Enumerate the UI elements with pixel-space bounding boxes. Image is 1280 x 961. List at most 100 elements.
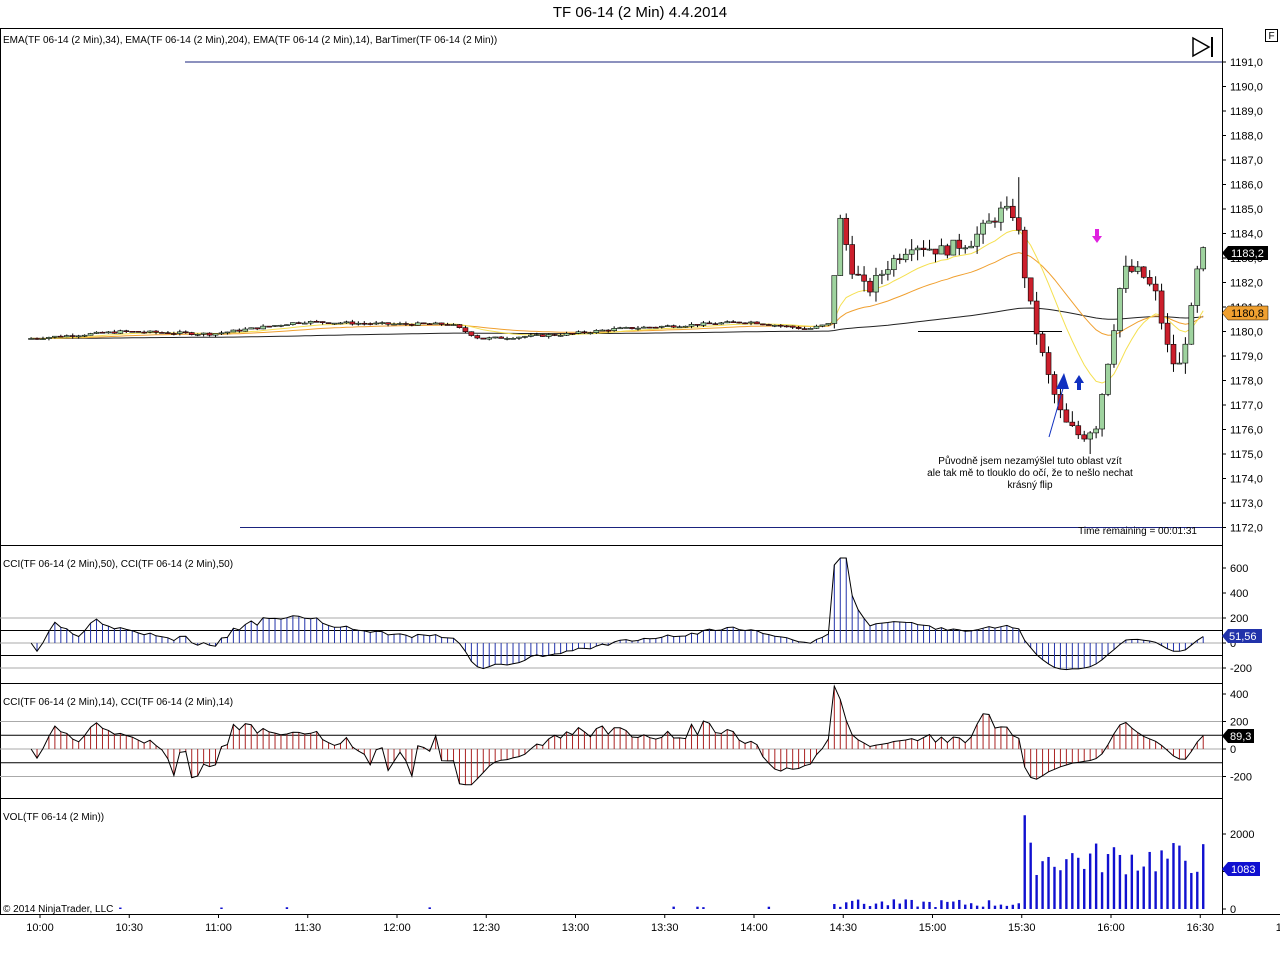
candle-body (587, 332, 594, 334)
candle-body (367, 323, 374, 325)
annotation-arrow-icon (1056, 373, 1069, 389)
candle-body (510, 337, 516, 340)
candle-body (849, 244, 855, 275)
volume-bar (987, 900, 991, 909)
candle-body (117, 330, 124, 334)
candle-body (200, 332, 207, 335)
volume-bar (850, 900, 854, 909)
skip-end-icon[interactable] (1192, 36, 1213, 58)
volume-bar (1148, 851, 1151, 909)
volume-tick-label: 0 (1230, 904, 1236, 916)
candle-body (962, 247, 969, 250)
candle-body (593, 330, 600, 333)
volume-badge: 1083 (1222, 862, 1260, 876)
price-panel-label: EMA(TF 06-14 (2 Min),34), EMA(TF 06-14 (… (3, 35, 497, 46)
candle-body (760, 323, 766, 326)
price-tick-label: 1190,0 (1230, 82, 1263, 94)
candle-body (1010, 205, 1016, 219)
volume-bar (119, 907, 122, 909)
candle-body (837, 217, 844, 276)
candle-body (1004, 205, 1010, 209)
ema204-line (31, 307, 1204, 339)
volume-bar (1106, 854, 1110, 909)
candle-body (718, 322, 725, 325)
candle-body (813, 325, 820, 329)
candle-body (534, 334, 540, 336)
candle-body (539, 334, 546, 337)
candle-body (254, 327, 260, 330)
candle-body (1164, 322, 1171, 345)
candle-body (599, 329, 606, 332)
candle-body (492, 336, 498, 339)
candle-body (819, 324, 826, 327)
annotation-line-2: ale tak mě to tlouklo do očí, že to nešl… (927, 468, 1133, 479)
candle-body (938, 245, 945, 255)
candle-body (670, 325, 677, 328)
price-tick-label: 1178,0 (1230, 376, 1263, 388)
candle-body (480, 337, 487, 340)
price-tick-label: 1184,0 (1230, 229, 1263, 241)
volume-bar (862, 903, 866, 909)
candle-body (218, 332, 225, 335)
volume-bar (1023, 815, 1026, 909)
candle-body (468, 331, 475, 336)
candle-body (777, 324, 784, 327)
cci50-tick-label: -200 (1230, 663, 1252, 675)
candle-body (879, 273, 885, 276)
candle-body (772, 324, 778, 327)
candle-body (605, 329, 612, 332)
corner-button[interactable] (1265, 29, 1278, 42)
candle-body (629, 327, 635, 330)
time-tick-label: 16:30 (1186, 922, 1214, 934)
volume-bar (1053, 866, 1056, 909)
candle-body (236, 329, 243, 332)
candle-body (224, 331, 231, 334)
time-tick-label: 11:30 (294, 922, 321, 934)
price-series (28, 177, 1207, 454)
candle-body (1069, 421, 1076, 426)
volume-bar (874, 903, 878, 909)
candle-body (516, 336, 522, 339)
candle-body (843, 217, 850, 245)
volume-bar (767, 906, 771, 909)
volume-bar (220, 907, 223, 909)
time-tick-label: 14:00 (740, 922, 768, 934)
candle-body (1045, 352, 1052, 375)
volume-bar (993, 905, 997, 909)
volume-bar (946, 901, 949, 909)
candle-body (403, 323, 409, 325)
candle-body (1099, 394, 1105, 430)
candle-body (349, 321, 356, 325)
candle-body (1146, 277, 1153, 285)
volume-bar (1202, 844, 1205, 909)
volume-bar (1172, 843, 1175, 909)
cci14-tick-label: 0 (1230, 744, 1236, 756)
candle-body (545, 334, 552, 337)
candle-body (581, 331, 588, 334)
volume-bar (1142, 866, 1145, 909)
candle-body (456, 324, 463, 328)
candle-body (1087, 432, 1093, 440)
candle-body (676, 326, 683, 329)
candle-body (194, 333, 201, 336)
candle-body (1194, 268, 1201, 306)
volume-bar (696, 906, 699, 909)
time-tick-label: 12:30 (472, 922, 500, 934)
candle-body (337, 322, 344, 325)
candle-body (1123, 265, 1129, 289)
price-tick-label: 1177,0 (1230, 400, 1263, 412)
axes: 1191,0 1190,0 1189,0 1188,0 1187,0 1186,0 1185… (26, 57, 1280, 934)
volume-bar (1166, 858, 1169, 909)
cci50-tick-label: 200 (1230, 613, 1248, 625)
candle-body (284, 324, 290, 327)
candle-body (563, 333, 570, 336)
volume-bar (1112, 847, 1116, 909)
candle-body (1170, 344, 1177, 365)
candle-body (105, 331, 112, 334)
candle-body (1039, 333, 1046, 353)
candle-body (438, 322, 445, 325)
candle-body (93, 331, 100, 334)
price-tick-label: 1175,0 (1230, 449, 1263, 461)
candle-body (932, 248, 939, 255)
